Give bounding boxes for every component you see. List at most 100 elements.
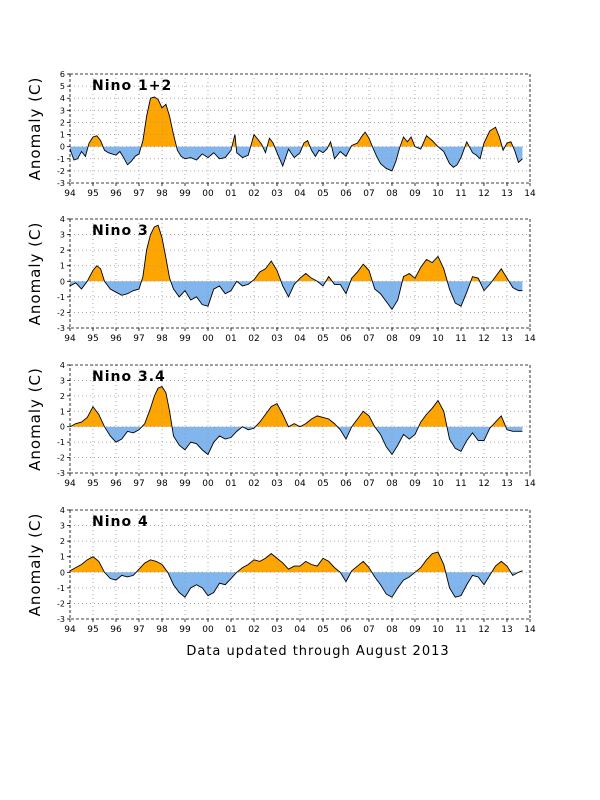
x-tick-label: 04 [294, 189, 306, 199]
y-tick-label: -3 [57, 179, 65, 188]
x-tick-label: 11 [455, 479, 466, 489]
x-tick-label: 11 [455, 334, 466, 344]
x-tick-label: 12 [478, 189, 489, 199]
x-tick-label: 94 [64, 625, 76, 635]
y-tick-label: 0 [60, 143, 65, 152]
anomaly-series-line [70, 224, 523, 311]
y-axis-label: Anomaly (C) [26, 222, 44, 326]
positive-anomaly-area [70, 552, 523, 573]
negative-anomaly-area [70, 572, 523, 598]
plot-frame [69, 218, 531, 329]
x-tick-label: 07 [363, 625, 374, 635]
x-tick-label: 10 [432, 334, 444, 344]
y-tick-label: 1 [60, 407, 65, 416]
y-tick-label: 4 [60, 506, 65, 515]
y-tick-label: 0 [60, 423, 65, 432]
anomaly-series-line [70, 96, 523, 172]
x-tick-label: 08 [386, 479, 398, 489]
y-tick-label: 2 [60, 118, 65, 127]
x-tick-label: 12 [478, 334, 489, 344]
x-tick-label: 14 [524, 189, 536, 199]
x-tick-label: 02 [248, 479, 259, 489]
x-tick-label: 94 [64, 334, 76, 344]
x-tick-label: 95 [87, 189, 98, 199]
y-tick-label: 3 [60, 231, 65, 240]
x-tick-label: 07 [363, 479, 374, 489]
x-tick-label: 14 [524, 479, 536, 489]
y-tick-label: 4 [60, 215, 65, 224]
y-tick-label: 2 [60, 246, 65, 255]
y-tick-label: 3 [60, 376, 65, 385]
y-tick-label: -2 [57, 308, 65, 317]
x-tick-label: 95 [87, 479, 98, 489]
x-tick-label: 11 [455, 625, 466, 635]
x-tick-label: 03 [271, 479, 282, 489]
x-tick-label: 06 [340, 189, 352, 199]
x-tick-label: 02 [248, 189, 259, 199]
x-tick-label: 01 [225, 334, 236, 344]
x-tick-label: 00 [202, 625, 214, 635]
positive-anomaly-area [70, 386, 523, 427]
x-tick-label: 04 [294, 479, 306, 489]
x-tick-label: 08 [386, 334, 398, 344]
negative-anomaly-area [70, 281, 523, 310]
y-tick-label: 0 [60, 277, 65, 286]
x-tick-label: 14 [524, 334, 536, 344]
x-tick-label: 09 [409, 479, 421, 489]
x-tick-label: 13 [501, 189, 512, 199]
y-tick-label: 0 [60, 568, 65, 577]
x-tick-label: 98 [156, 625, 168, 635]
x-tick-label: 08 [386, 189, 398, 199]
panel-title: Nino 3 [92, 223, 149, 239]
x-tick-label: 06 [340, 625, 352, 635]
x-tick-label: 06 [340, 479, 352, 489]
x-tick-label: 01 [225, 189, 236, 199]
y-tick-label: 5 [60, 82, 65, 91]
x-tick-label: 07 [363, 189, 374, 199]
x-tick-label: 10 [432, 479, 444, 489]
x-tick-label: 00 [202, 479, 214, 489]
x-tick-label: 10 [432, 189, 444, 199]
x-tick-label: 96 [110, 479, 122, 489]
x-tick-label: 00 [202, 334, 214, 344]
x-tick-label: 99 [179, 334, 191, 344]
x-tick-label: 13 [501, 479, 512, 489]
x-tick-label: 98 [156, 334, 168, 344]
x-tick-label: 13 [501, 334, 512, 344]
y-tick-label: -3 [57, 615, 65, 624]
x-tick-label: 94 [64, 189, 76, 199]
x-tick-label: 94 [64, 479, 76, 489]
y-tick-label: -3 [57, 324, 65, 333]
y-tick-label: -2 [57, 454, 65, 463]
y-tick-label: 3 [60, 522, 65, 531]
plot-frame [69, 509, 531, 620]
x-tick-label: 97 [133, 479, 144, 489]
y-tick-label: 6 [60, 70, 65, 79]
x-tick-label: 12 [478, 625, 489, 635]
x-tick-label: 03 [271, 334, 282, 344]
x-tick-label: 99 [179, 479, 191, 489]
y-tick-label: 4 [60, 361, 65, 370]
anomaly-series-line [70, 386, 523, 456]
x-tick-label: 12 [478, 479, 489, 489]
x-tick-label: 07 [363, 334, 374, 344]
y-tick-label: -2 [57, 167, 65, 176]
panel-title: Nino 4 [92, 514, 149, 530]
y-tick-label: 1 [60, 262, 65, 271]
x-tick-label: 98 [156, 189, 168, 199]
x-tick-label: 11 [455, 189, 466, 199]
negative-anomaly-area [70, 146, 523, 171]
x-tick-label: 13 [501, 625, 512, 635]
negative-anomaly-area [104, 426, 523, 455]
y-tick-label: -3 [57, 469, 65, 478]
x-tick-label: 97 [133, 189, 144, 199]
y-tick-label: -1 [57, 438, 65, 447]
x-tick-label: 04 [294, 334, 306, 344]
x-tick-label: 06 [340, 334, 352, 344]
x-tick-label: 01 [225, 625, 236, 635]
